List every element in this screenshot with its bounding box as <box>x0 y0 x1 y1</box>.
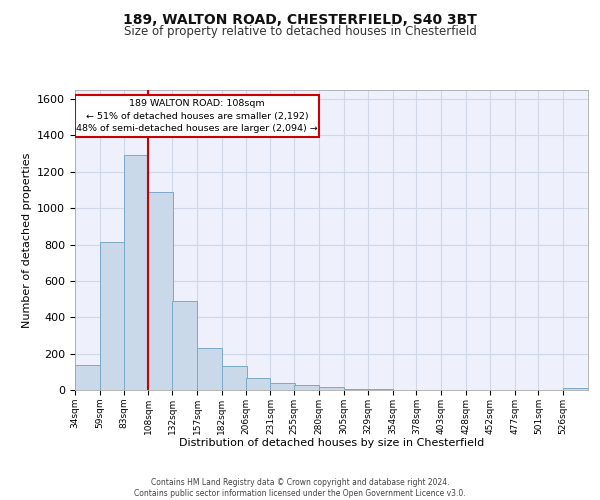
Bar <box>222 366 247 390</box>
Y-axis label: Number of detached properties: Number of detached properties <box>22 152 32 328</box>
Text: 189 WALTON ROAD: 108sqm: 189 WALTON ROAD: 108sqm <box>129 100 265 108</box>
Bar <box>75 96 319 138</box>
Bar <box>100 242 125 390</box>
Bar <box>148 192 173 390</box>
Bar <box>124 156 148 390</box>
Text: Contains HM Land Registry data © Crown copyright and database right 2024.
Contai: Contains HM Land Registry data © Crown c… <box>134 478 466 498</box>
X-axis label: Distribution of detached houses by size in Chesterfield: Distribution of detached houses by size … <box>179 438 484 448</box>
Bar <box>344 389 369 390</box>
Bar <box>319 388 344 390</box>
Text: ← 51% of detached houses are smaller (2,192): ← 51% of detached houses are smaller (2,… <box>86 112 308 121</box>
Text: 48% of semi-detached houses are larger (2,094) →: 48% of semi-detached houses are larger (… <box>76 124 318 134</box>
Bar <box>271 383 295 390</box>
Text: 189, WALTON ROAD, CHESTERFIELD, S40 3BT: 189, WALTON ROAD, CHESTERFIELD, S40 3BT <box>123 12 477 26</box>
Bar <box>563 388 588 390</box>
Bar <box>172 301 197 390</box>
Bar <box>197 348 222 390</box>
Text: Size of property relative to detached houses in Chesterfield: Size of property relative to detached ho… <box>124 25 476 38</box>
Bar <box>75 364 100 390</box>
Bar <box>294 385 319 390</box>
Bar <box>245 378 271 390</box>
